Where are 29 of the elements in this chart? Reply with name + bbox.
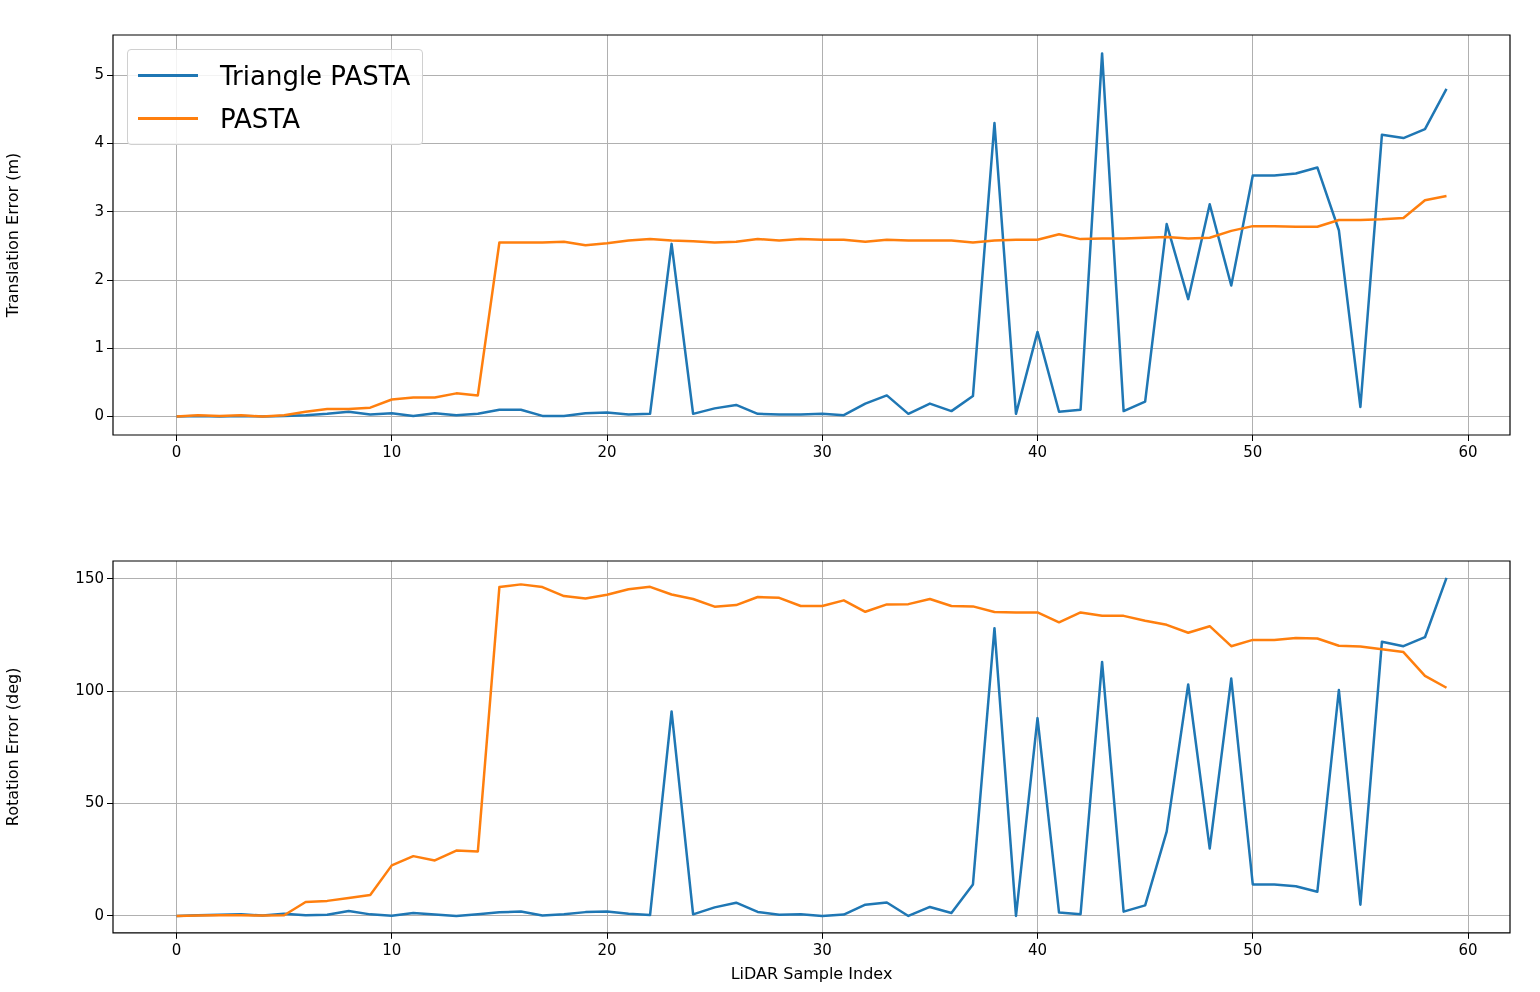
y-tick-label: 3 bbox=[94, 201, 104, 220]
x-tick-label: 0 bbox=[171, 940, 182, 959]
x-tick-label: 30 bbox=[812, 442, 832, 461]
y-tick-label: 2 bbox=[94, 269, 104, 288]
y-tick-label: 1 bbox=[94, 338, 104, 357]
y-tick-label: 50 bbox=[84, 793, 104, 812]
x-tick-label: 10 bbox=[382, 442, 402, 461]
x-tick-label: 20 bbox=[597, 442, 617, 461]
x-tick-label: 40 bbox=[1027, 442, 1048, 461]
y-tick-label: 0 bbox=[94, 905, 104, 924]
x-tick-label: 50 bbox=[1243, 442, 1263, 461]
x-tick-label: 10 bbox=[382, 940, 402, 959]
y-tick-label: 100 bbox=[75, 681, 104, 700]
legend-label: PASTA bbox=[220, 103, 300, 134]
y-axis-title: Translation Error (m) bbox=[2, 152, 22, 319]
x-tick-label: 40 bbox=[1027, 940, 1048, 959]
x-tick-label: 30 bbox=[812, 940, 832, 959]
y-axis-title: Rotation Error (deg) bbox=[2, 667, 22, 827]
x-tick-label: 20 bbox=[597, 940, 617, 959]
x-axis-title: LiDAR Sample Index bbox=[730, 963, 893, 983]
x-tick-label: 60 bbox=[1458, 442, 1478, 461]
y-tick-label: 4 bbox=[94, 133, 104, 152]
x-tick-label: 50 bbox=[1243, 940, 1263, 959]
y-tick-label: 150 bbox=[75, 568, 104, 587]
x-tick-label: 0 bbox=[171, 442, 182, 461]
y-tick-label: 5 bbox=[94, 65, 104, 84]
x-tick-label: 60 bbox=[1458, 940, 1478, 959]
legend-label: Triangle PASTA bbox=[220, 60, 411, 91]
y-tick-label: 0 bbox=[94, 406, 104, 425]
